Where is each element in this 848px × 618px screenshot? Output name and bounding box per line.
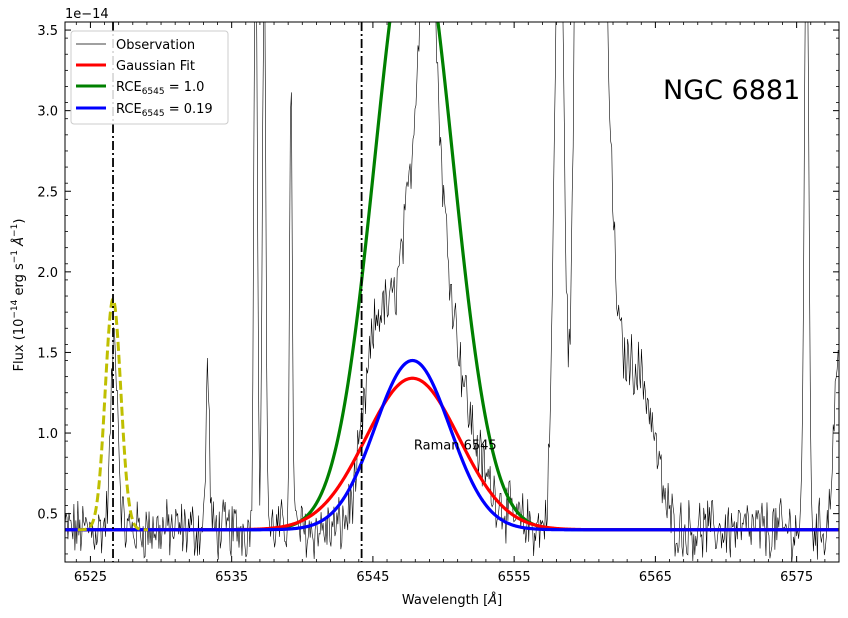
legend-label-observation: Observation [116, 38, 195, 53]
x-tick-label-6555: 6555 [498, 570, 531, 585]
series-observation [65, 22, 839, 562]
series-rce-019 [65, 358, 839, 532]
raman-annotation: Raman 6545 [414, 438, 497, 453]
legend: Observation Gaussian Fit RCE6545 = 1.0 R… [70, 30, 229, 125]
y-tick-label-6: 3.5 [37, 24, 58, 39]
series-layer [65, 22, 839, 562]
offset-text: 1e−14 [65, 7, 109, 22]
x-axis-label: Wavelength [Å] [402, 592, 502, 608]
tick-layer: 6525 6535 6545 6555 6565 6575 0.5 1.0 1.5 2.0 2.5 3… [37, 22, 840, 585]
y-axis-label: Flux (10−14 erg s−1 Å−1) [10, 219, 27, 372]
x-tick-label-6525: 6525 [74, 570, 107, 585]
y-tick-label-3: 2.0 [37, 266, 58, 281]
x-tick-label-6535: 6535 [215, 570, 248, 585]
y-tick-label-4: 2.5 [37, 185, 58, 200]
legend-label-rce-1: RCE6545 = 1.0 [116, 80, 204, 97]
object-label: NGC 6881 [663, 75, 800, 106]
y-tick-label-2: 1.5 [37, 346, 58, 361]
y-tick-label-5: 3.0 [37, 105, 58, 120]
x-tick-label-6575: 6575 [780, 570, 813, 585]
legend-label-gaussian-fit: Gaussian Fit [116, 59, 195, 74]
x-tick-label-6565: 6565 [639, 570, 672, 585]
y-tick-label-1: 1.0 [37, 427, 58, 442]
y-tick-label-0: 0.5 [37, 508, 58, 523]
legend-box [70, 30, 229, 125]
legend-label-rce-019: RCE6545 = 0.19 [116, 102, 213, 119]
x-tick-label-6545: 6545 [356, 570, 389, 585]
plot-frame [64, 21, 840, 563]
